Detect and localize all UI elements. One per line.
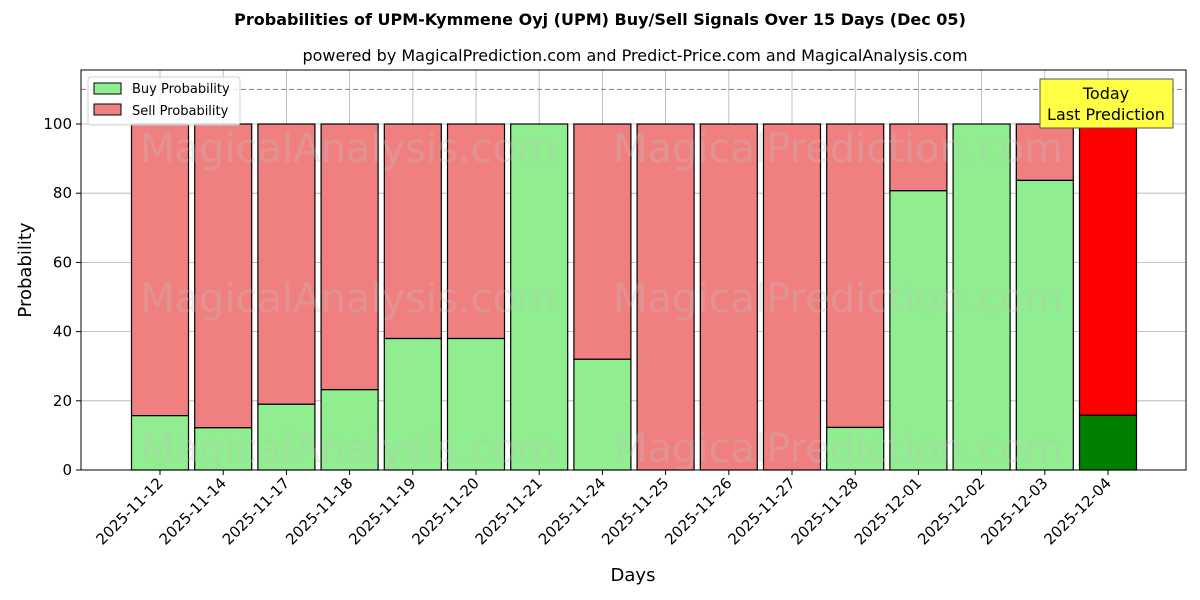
watermarks: MagicalAnalysis.com MagicalPrediction.com… xyxy=(140,126,1063,472)
buy-bar xyxy=(1078,414,1138,471)
buy-bar xyxy=(257,403,316,471)
x-tick-label: 2025-11-17 xyxy=(219,474,293,548)
sell-bar xyxy=(573,123,632,360)
buy-bar xyxy=(130,415,190,471)
sell-bar xyxy=(320,123,379,391)
legend-buy-swatch xyxy=(93,82,122,95)
chart-title: Probabilities of UPM-Kymmene Oyj (UPM) B… xyxy=(234,10,966,29)
x-tick-label: 2025-11-19 xyxy=(345,474,419,548)
sell-bar xyxy=(130,123,190,417)
x-tick-label: 2025-12-03 xyxy=(977,474,1051,548)
x-tick-label: 2025-11-26 xyxy=(661,474,735,548)
buy-bar xyxy=(510,123,569,471)
watermark-text: MagicalAnalysis.com xyxy=(140,426,556,472)
y-tick-label: 20 xyxy=(53,392,72,410)
x-axis-label: Days xyxy=(611,565,656,586)
watermark-text: MagicalPrediction.com xyxy=(613,426,1063,472)
chart-subtitle: powered by MagicalPrediction.com and Pre… xyxy=(302,46,968,65)
annotation-today: Today xyxy=(1082,84,1129,103)
x-tick-label: 2025-11-14 xyxy=(156,474,230,548)
buy-bar xyxy=(383,337,442,471)
x-tick-label: 2025-11-20 xyxy=(408,474,482,548)
x-tick-label: 2025-11-24 xyxy=(535,474,609,548)
x-tick-label: 2025-11-28 xyxy=(788,474,862,548)
plot-frame xyxy=(80,69,1187,471)
buy-bar xyxy=(889,190,948,471)
x-tick-label: 2025-11-18 xyxy=(282,474,356,548)
legend-sell-swatch xyxy=(93,103,122,116)
y-tick-label: 60 xyxy=(53,253,72,271)
buy-bar xyxy=(194,427,253,471)
x-tick-label: 2025-12-01 xyxy=(851,474,925,548)
x-tick-label: 2025-11-21 xyxy=(472,474,546,548)
y-axis-label: Probability xyxy=(15,222,36,317)
sell-bar xyxy=(636,123,695,471)
buy-bar xyxy=(952,123,1011,471)
sell-bar xyxy=(889,123,948,192)
y-tick-label: 40 xyxy=(53,323,72,341)
watermark-text: MagicalPrediction.com xyxy=(613,126,1063,172)
y-tick-label: 100 xyxy=(43,115,72,133)
buy-bar xyxy=(446,337,506,471)
legend: Buy Probability Sell Probability xyxy=(87,76,241,126)
y-tick-label: 0 xyxy=(62,461,72,479)
annotation-last-prediction: Last Prediction xyxy=(1047,105,1165,124)
buy-bar xyxy=(1015,179,1074,471)
watermark-text: MagicalAnalysis.com xyxy=(140,276,556,322)
y-tick-label: 80 xyxy=(53,184,72,202)
x-tick-label: 2025-12-02 xyxy=(914,474,988,548)
x-tick-label: 2025-12-04 xyxy=(1040,474,1114,548)
x-tick-label: 2025-11-25 xyxy=(598,474,672,548)
buy-bar xyxy=(573,358,632,471)
buy-bar xyxy=(320,389,379,471)
sell-bar xyxy=(446,123,506,340)
legend-buy-label: Buy Probability xyxy=(132,82,230,97)
watermark-text: MagicalAnalysis.com xyxy=(140,126,556,172)
x-tick-label: 2025-11-12 xyxy=(92,474,166,548)
sell-bar xyxy=(826,123,885,429)
x-tick-label: 2025-11-27 xyxy=(724,474,798,548)
bars xyxy=(130,123,1138,471)
sell-bar xyxy=(699,123,758,471)
today-annotation: Today Last Prediction xyxy=(1039,78,1174,129)
legend-sell-label: Sell Probability xyxy=(132,104,229,119)
sell-bar xyxy=(1078,123,1138,416)
watermark-text: MagicalPrediction.com xyxy=(613,276,1063,322)
